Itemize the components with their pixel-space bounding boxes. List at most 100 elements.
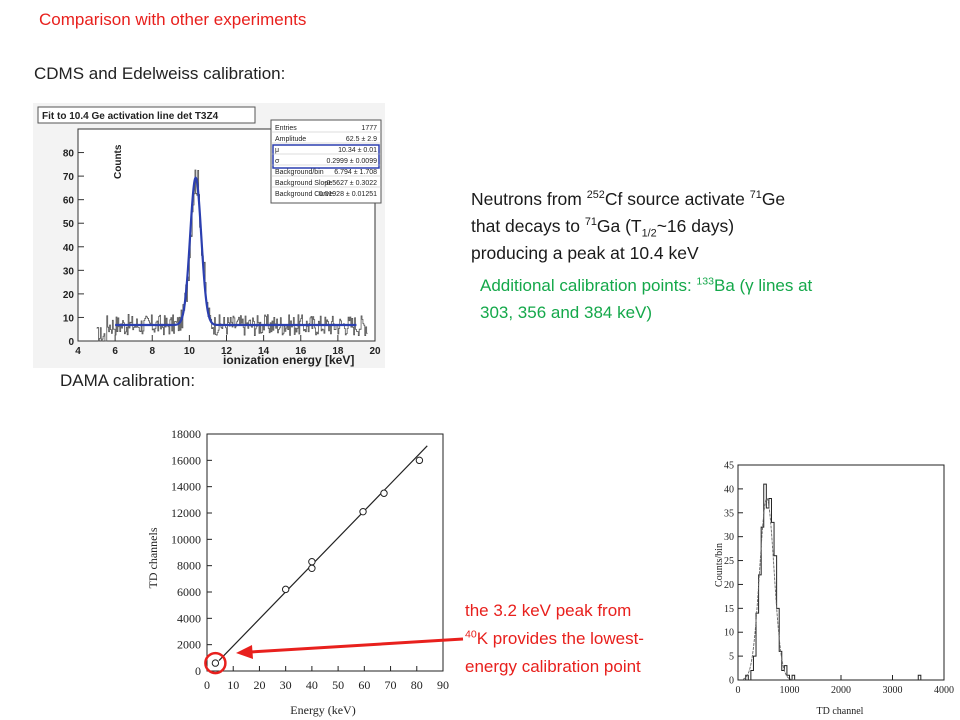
y-tick-label: 20 [63,290,75,301]
td-fit-path [742,497,795,681]
arrow-shaft [249,637,464,654]
data-point [380,489,388,497]
dama-section-label: DAMA calibration: [60,371,196,390]
x-tick-label: 50 [332,678,344,692]
k40-text: the 3.2 keV peak from 40K provides the l… [465,601,644,676]
data-point [281,585,290,594]
td-plot-area [737,464,945,681]
data-point [308,564,316,573]
y-tick-label: 10000 [171,532,201,546]
x-tick-label: 70 [385,678,397,692]
y-tick-label: 10 [724,628,734,639]
ba-calibration-text: Additional calibration points: 133Ba (γ … [480,275,813,322]
arrow-head [236,645,253,659]
cdms-stats-box: Entries 1777 Amplitude 62.5 ± 2.9 μ 10.34 ± 0… [270,119,382,204]
stat-name: σ [275,158,280,165]
plot-title: Fit to 10.4 Ge activation line det T3Z4 [42,111,219,122]
td-xlabel: TD channel [817,706,864,717]
dama-calibration-plot: 0 10 20 30 40 50 60 70 80 90 0 2000 4000 6000 8000 1000… [146,427,449,717]
y-tick-label: 60 [63,196,75,207]
td-histogram-path [743,483,924,681]
neutron-activation-text: Neutrons from 252Cf source activate 71Ge… [471,189,786,263]
x-tick-label: 20 [253,678,265,692]
y-tick-label: 40 [724,484,734,495]
stats-highlight [272,144,380,169]
y-tick-label: 0 [729,676,734,687]
cdms-section-label: CDMS and Edelweiss calibration: [34,64,286,83]
cdms-fit-path [115,176,357,327]
td-fit-curve [742,497,795,681]
x-tick-label: 4000 [934,685,954,696]
stat-name: Entries [275,125,297,132]
cdms-fit-curve [115,176,357,327]
y-tick-label: 14000 [171,480,201,494]
y-tick-label: 0 [68,337,74,348]
x-tick-label: 40 [306,678,318,692]
cdms-plot: Fit to 10.4 Ge activation line det T3Z4 … [33,103,385,368]
x-tick-label: 10 [184,346,196,357]
stat-name: Background Curve [275,191,333,198]
y-tick-label: 4000 [177,611,201,625]
fit-line [218,445,428,662]
x-tick-label: 18 [332,346,344,357]
y-tick-label: 10 [63,313,75,324]
y-tick-label: 50 [63,219,75,230]
y-tick-label: 0 [195,664,201,678]
td-axes: 0 1000 2000 3000 4000 0 5 10 15 20 25 30 35 40 45 [724,461,954,697]
x-tick-label: 4 [75,346,81,357]
y-tick-label: 20 [724,580,734,591]
stat-name: Amplitude [275,136,306,143]
low-energy-highlight-circle [204,651,227,675]
data-point [308,558,316,566]
dama-fit-line [218,445,428,662]
page-title: Comparison with other experiments [39,10,307,29]
y-tick-label: 70 [63,172,75,183]
x-tick-label: 0 [736,685,741,696]
stat-value: 0.01928 ± 0.01251 [319,191,377,198]
y-tick-label: 35 [724,508,734,519]
y-tick-label: 15 [724,604,734,615]
dama-points [211,456,424,667]
dama-plot-area [206,433,444,672]
x-tick-label: 16 [295,346,307,357]
stat-name: μ [275,147,279,154]
td-ylabel: Counts/bin [714,543,725,587]
td-channel-histogram: 0 1000 2000 3000 4000 0 5 10 15 20 25 30 35 40 45 Coun… [714,461,954,718]
x-tick-label: 90 [437,678,449,692]
x-tick-label: 0 [204,678,210,692]
y-tick-label: 30 [724,532,734,543]
stat-name: Background/bin [275,169,324,176]
data-point [359,507,367,516]
x-tick-label: 20 [369,346,381,357]
x-tick-label: 2000 [831,685,851,696]
stat-name: Background Slope [275,180,332,187]
cdms-ylabel: Counts [113,144,124,179]
x-tick-label: 30 [280,678,292,692]
y-tick-label: 2000 [177,638,201,652]
x-tick-label: 6 [112,346,118,357]
y-tick-label: 16000 [171,453,201,467]
cdms-histogram [96,169,368,342]
stat-value: 1777 [361,125,377,132]
dama-axes: 0 10 20 30 40 50 60 70 80 90 0 2000 4000 6000 8000 1000… [171,427,449,692]
y-tick-label: 45 [724,461,734,472]
x-tick-label: 3000 [883,685,903,696]
data-point [415,456,424,465]
y-tick-label: 80 [63,149,75,160]
cdms-histogram-path [96,169,368,342]
x-tick-label: 60 [358,678,370,692]
stats-box-frame [270,119,382,204]
data-point [211,659,220,667]
dama-xlabel: Energy (keV) [290,703,355,717]
y-tick-label: 18000 [171,427,201,441]
x-tick-label: 14 [258,346,270,357]
x-tick-label: 8 [149,346,155,357]
plot-title-box [37,106,256,124]
x-tick-label: 10 [227,678,239,692]
y-tick-label: 12000 [171,506,201,520]
x-tick-label: 1000 [780,685,800,696]
stat-value: 62.5 ± 2.9 [346,136,377,143]
stat-value: 10.34 ± 0.01 [338,147,377,154]
stat-value: 6.794 ± 1.708 [334,169,377,176]
y-tick-label: 40 [63,243,75,254]
